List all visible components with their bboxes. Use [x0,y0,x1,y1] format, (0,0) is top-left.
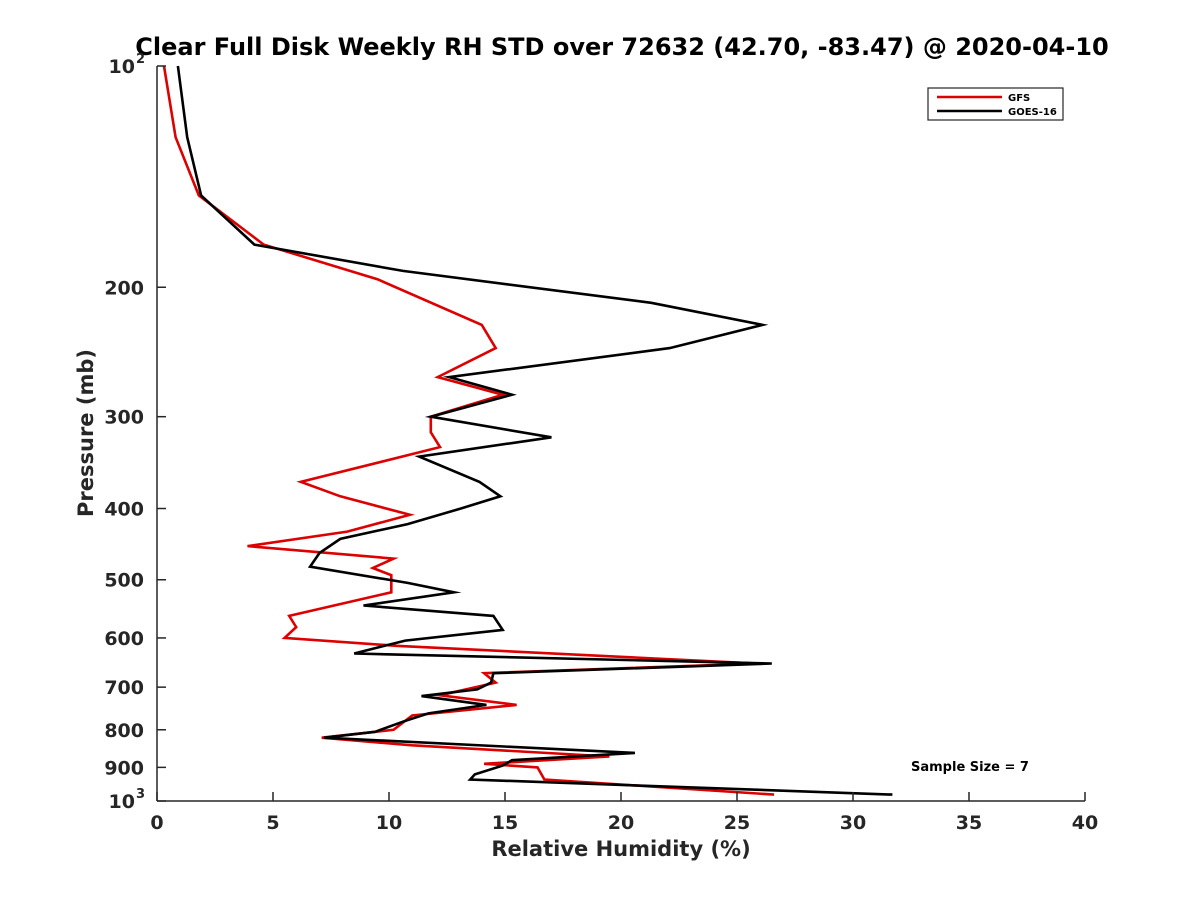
x-tick-label: 10 [376,812,402,834]
y-tick-label: 400 [104,499,144,521]
sample-size-annotation: Sample Size = 7 [911,760,1029,775]
x-tick-label: 35 [956,812,982,834]
y-tick-exponent: 2 [136,52,145,67]
x-axis-ticks: 0 5 10 15 20 25 30 35 40 [150,792,1098,834]
x-tick-label: 0 [150,812,163,834]
x-tick-label: 15 [492,812,518,834]
series-layer [162,65,893,796]
y-tick-label: 600 [104,628,144,650]
legend-label-goes16: GOES-16 [1008,107,1057,118]
x-tick-label: 30 [840,812,866,834]
y-tick-label: 200 [104,277,144,299]
x-tick-label: 20 [608,812,634,834]
plot-area [157,66,1085,801]
legend-box [927,87,1064,121]
legend-label-gfs: GFS [1008,93,1030,104]
y-tick-exponent: 3 [136,787,145,802]
y-tick-label: 300 [104,407,144,429]
chart-title: Clear Full Disk Weekly RH STD over 72632… [135,33,1108,61]
legend: GFS GOES-16 [927,87,1064,121]
y-tick-label: 800 [104,720,144,742]
x-tick-label: 5 [266,812,279,834]
x-tick-label: 25 [724,812,750,834]
y-tick-label: 700 [104,677,144,699]
y-tick-label: 10 [109,56,135,78]
y-axis-label: Pressure (mb) [74,349,98,517]
series-line-goes-16 [176,65,893,796]
y-tick-label: 10 [109,791,135,813]
y-tick-label: 500 [104,570,144,592]
x-axis-label: Relative Humidity (%) [491,837,750,861]
x-tick-label: 40 [1072,812,1098,834]
y-tick-label: 900 [104,757,144,779]
